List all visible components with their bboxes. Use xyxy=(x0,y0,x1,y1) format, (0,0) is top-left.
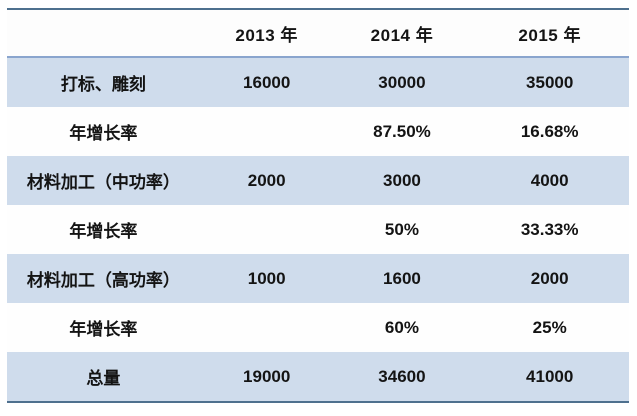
value-cell-2015: 16.68% xyxy=(470,107,629,156)
row-label-cell: 材料加工（中功率） xyxy=(7,156,200,205)
value-cell-2014: 30000 xyxy=(333,57,471,107)
value-cell-2014: 50% xyxy=(333,205,471,254)
value-cell-2013 xyxy=(199,107,334,156)
value-cell-2015: 41000 xyxy=(470,352,629,402)
row-label-cell: 年增长率 xyxy=(7,303,200,352)
value-cell-2014: 1600 xyxy=(333,254,471,303)
value-cell-2015: 4000 xyxy=(470,156,629,205)
column-header-2014: 2014 年 xyxy=(333,9,471,58)
table-body: 打标、雕刻 16000 30000 35000 年增长率 87.50% 16.6… xyxy=(7,57,629,402)
column-header-2013: 2013 年 xyxy=(199,9,334,58)
value-cell-2013: 1000 xyxy=(199,254,334,303)
table-row: 年增长率 50% 33.33% xyxy=(7,205,629,254)
value-cell-2013: 2000 xyxy=(199,156,334,205)
column-header-2015: 2015 年 xyxy=(470,9,629,58)
table-row: 打标、雕刻 16000 30000 35000 xyxy=(7,57,629,107)
value-cell-2015: 35000 xyxy=(470,57,629,107)
value-cell-2015: 2000 xyxy=(470,254,629,303)
value-cell-2014: 87.50% xyxy=(333,107,471,156)
column-header-blank xyxy=(7,9,200,58)
value-cell-2014: 60% xyxy=(333,303,471,352)
table-row: 总量 19000 34600 41000 xyxy=(7,352,629,402)
table-row: 材料加工（高功率） 1000 1600 2000 xyxy=(7,254,629,303)
table-header: 2013 年 2014 年 2015 年 xyxy=(7,9,629,58)
value-cell-2014: 3000 xyxy=(333,156,471,205)
table-row: 材料加工（中功率） 2000 3000 4000 xyxy=(7,156,629,205)
table-row: 年增长率 87.50% 16.68% xyxy=(7,107,629,156)
table-row: 年增长率 60% 25% xyxy=(7,303,629,352)
value-cell-2013 xyxy=(199,205,334,254)
header-row: 2013 年 2014 年 2015 年 xyxy=(7,9,629,58)
row-label-cell: 总量 xyxy=(7,352,200,402)
value-cell-2013: 19000 xyxy=(199,352,334,402)
data-table-container: 2013 年 2014 年 2015 年 打标、雕刻 16000 30000 3… xyxy=(7,8,629,403)
value-cell-2013 xyxy=(199,303,334,352)
row-label-cell: 年增长率 xyxy=(7,205,200,254)
value-cell-2015: 25% xyxy=(470,303,629,352)
value-cell-2013: 16000 xyxy=(199,57,334,107)
row-label-cell: 年增长率 xyxy=(7,107,200,156)
row-label-cell: 打标、雕刻 xyxy=(7,57,200,107)
value-cell-2015: 33.33% xyxy=(470,205,629,254)
data-table: 2013 年 2014 年 2015 年 打标、雕刻 16000 30000 3… xyxy=(7,8,629,403)
value-cell-2014: 34600 xyxy=(333,352,471,402)
row-label-cell: 材料加工（高功率） xyxy=(7,254,200,303)
